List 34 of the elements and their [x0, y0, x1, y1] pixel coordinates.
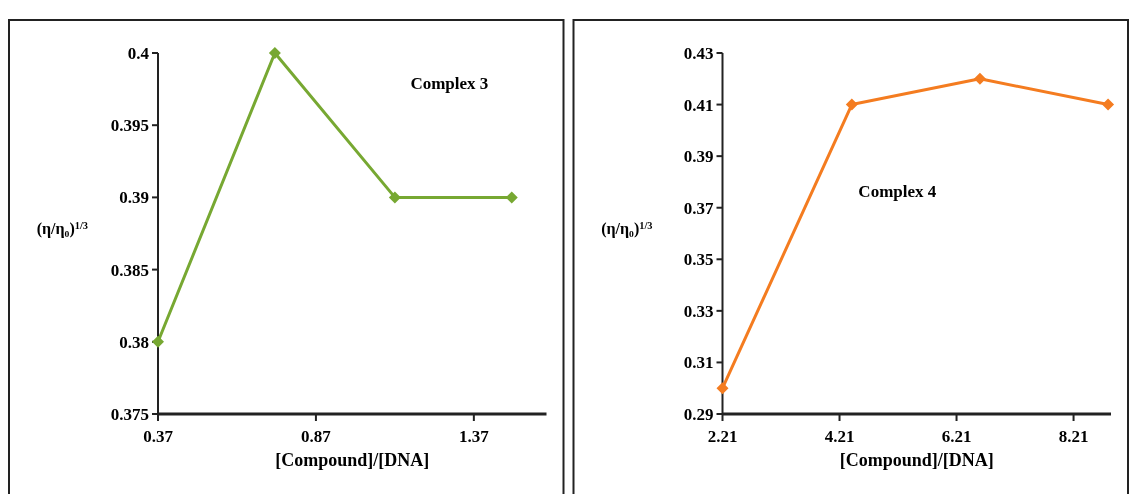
point: [973, 72, 986, 85]
point: [152, 335, 164, 348]
x-tick-label: 0.37: [143, 427, 174, 446]
x-tick-label: 8.21: [1058, 427, 1089, 446]
y-tick-label: 0.29: [683, 404, 714, 424]
y-tick-label: 0.43: [683, 43, 714, 63]
point: [268, 47, 281, 59]
y-tick-label: 0.4: [127, 43, 150, 63]
point: [845, 98, 858, 111]
point: [1102, 98, 1115, 111]
point: [716, 382, 729, 395]
x-axis-title: [Compound]/[DNA]: [275, 450, 430, 470]
y-tick-label: 0.39: [683, 147, 714, 167]
y-tick-label: 0.39: [119, 188, 149, 208]
x-tick-label: 4.21: [824, 427, 855, 446]
y-axis-title: (η/η₀)$^{1/3}$: [36, 219, 88, 238]
text: Complex 3: [410, 74, 489, 94]
y-tick-label: 0.31: [683, 353, 714, 373]
x-tick-label: 6.21: [941, 427, 972, 446]
x-axis-title: [Compound]/[DNA]: [839, 450, 994, 470]
y-tick-label: 0.33: [683, 301, 714, 321]
y-tick-label: 0.41: [683, 95, 714, 115]
y-axis-title: (η/η₀)$^{1/3}$: [601, 219, 653, 238]
point: [388, 191, 401, 204]
x-tick-label: 2.21: [707, 427, 738, 446]
y-tick-label: 0.38: [119, 332, 149, 352]
y-tick-label: 0.395: [110, 116, 149, 136]
y-tick-label: 0.375: [110, 404, 149, 424]
y-tick-label: 0.385: [110, 260, 149, 280]
x-tick-label: 0.87: [301, 427, 332, 446]
y-tick-label: 0.35: [683, 250, 714, 270]
x-tick-label: 1.37: [458, 427, 490, 446]
y-tick-label: 0.37: [683, 198, 714, 218]
text: Complex 4: [858, 182, 937, 202]
